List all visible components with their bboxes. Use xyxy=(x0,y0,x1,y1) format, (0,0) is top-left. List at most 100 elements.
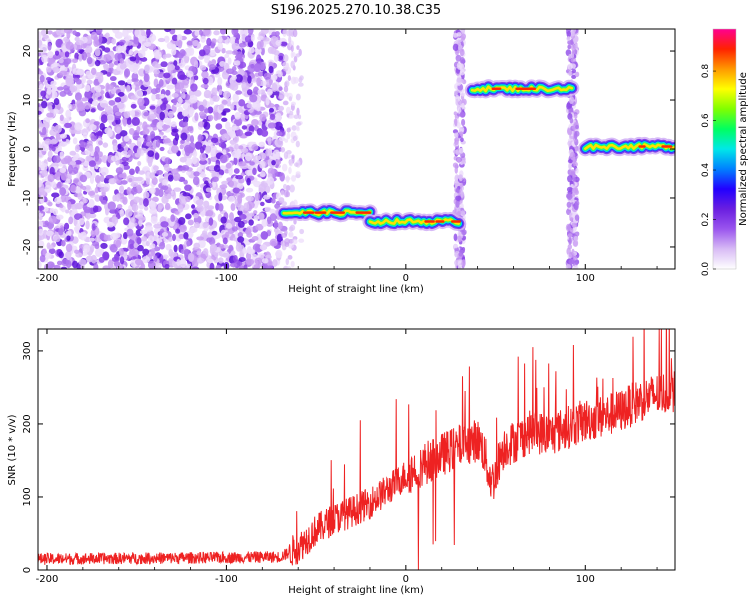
heatmap-cell xyxy=(259,171,266,178)
heatmap-cell xyxy=(126,118,132,125)
heatmap-cell xyxy=(249,94,258,103)
heatmap-cell xyxy=(47,173,55,183)
heatmap-cell xyxy=(279,41,288,47)
heatmap-cell xyxy=(238,161,247,167)
heatmap-cell xyxy=(567,244,573,250)
heatmap-cell xyxy=(574,131,578,140)
heatmap-cell xyxy=(236,182,244,190)
heatmap-cell xyxy=(217,76,223,86)
heatmap-cell xyxy=(65,75,74,85)
heatmap-cell xyxy=(259,113,267,122)
heatmap-cell xyxy=(163,72,171,79)
heatmap-cell xyxy=(72,30,77,36)
heatmap-cell xyxy=(147,235,155,244)
heatmap-cell xyxy=(58,228,64,236)
heatmap-cell xyxy=(230,103,235,111)
heatmap-cell xyxy=(200,35,206,43)
heatmap-cell xyxy=(289,110,294,116)
heatmap-cells xyxy=(38,29,675,269)
heatmap-cell xyxy=(149,201,156,209)
heatmap-cell xyxy=(123,217,130,226)
heatmap-cell xyxy=(171,34,179,42)
heatmap-cell xyxy=(151,176,158,186)
heatmap-cell xyxy=(298,114,302,120)
heatmap-cell xyxy=(262,37,270,42)
heatmap-cell xyxy=(103,63,109,72)
heatmap-cell xyxy=(224,53,230,59)
heatmap-cell xyxy=(137,161,142,166)
snr-panel: -200 -100 0 100 0 100 200 300 Height of straig… xyxy=(7,328,676,596)
heatmap-cell xyxy=(143,191,150,199)
heatmap-cell xyxy=(290,51,294,59)
heatmap-cell xyxy=(294,162,299,167)
heatmap-cell xyxy=(173,60,178,67)
heatmap-cell xyxy=(202,29,211,36)
heatmap-cell xyxy=(229,212,234,222)
heatmap-cell xyxy=(178,62,185,68)
heatmap-cell xyxy=(292,135,298,142)
heatmap-cell xyxy=(88,160,97,167)
heatmap-cell xyxy=(93,121,100,126)
heatmap-cell xyxy=(259,160,266,169)
heatmap-cell xyxy=(222,237,228,245)
heatmap-cell xyxy=(568,251,575,258)
heatmap-cell xyxy=(88,145,94,152)
heatmap-cell xyxy=(162,179,168,186)
heatmap-cell xyxy=(235,90,243,95)
heatmap-cell xyxy=(572,255,578,261)
heatmap-cell xyxy=(568,96,575,105)
heatmap-cell xyxy=(226,177,233,182)
heatmap-cell xyxy=(74,144,80,153)
y-tick-label: 10 xyxy=(22,94,33,107)
heatmap-cell xyxy=(275,139,284,148)
heatmap-cell xyxy=(60,172,68,181)
heatmap-cell xyxy=(129,168,135,176)
heatmap-cell xyxy=(118,247,124,256)
heatmap-cell xyxy=(146,29,151,37)
heatmap-cell xyxy=(41,54,48,63)
heatmap-cell xyxy=(57,86,64,91)
heatmap-cell xyxy=(82,132,88,139)
heatmap-cell xyxy=(184,56,190,64)
heatmap-cell xyxy=(191,156,198,165)
heatmap-cell xyxy=(219,243,225,249)
heatmap-cell xyxy=(90,108,96,113)
heatmap-cell xyxy=(159,111,165,121)
heatmap-cell xyxy=(69,161,77,166)
heatmap-cell xyxy=(245,195,254,202)
heatmap-cell xyxy=(455,188,460,194)
heatmap-cell xyxy=(227,180,235,188)
heatmap-cell xyxy=(60,240,66,247)
heatmap-cell xyxy=(40,90,47,97)
heatmap-cell xyxy=(59,70,68,76)
heatmap-cell xyxy=(154,50,162,60)
heatmap-cell xyxy=(69,150,77,156)
heatmap-cell xyxy=(569,30,575,37)
heatmap-cell xyxy=(278,91,285,100)
heatmap-cell xyxy=(202,77,209,85)
heatmap-cell xyxy=(67,164,74,174)
heatmap-cell xyxy=(46,261,55,269)
heatmap-cell xyxy=(202,99,208,107)
heatmap-cell xyxy=(273,227,279,233)
heatmap-cell xyxy=(222,149,227,155)
heatmap-cell xyxy=(121,156,129,162)
heatmap-cell xyxy=(85,52,91,58)
heatmap-cell xyxy=(235,175,244,180)
heatmap-cell xyxy=(84,84,91,92)
heatmap-cell xyxy=(188,142,196,151)
heatmap-cell xyxy=(461,118,466,127)
heatmap-cell xyxy=(42,34,49,39)
heatmap-cell xyxy=(156,83,161,91)
heatmap-cell xyxy=(44,220,49,226)
heatmap-cell xyxy=(79,141,88,148)
heatmap-cell xyxy=(74,92,82,101)
heatmap-cell xyxy=(237,232,244,238)
heatmap-cell xyxy=(210,42,215,49)
heatmap-cell xyxy=(112,142,119,152)
heatmap-cell xyxy=(275,39,282,46)
heatmap-cell xyxy=(281,163,288,172)
heatmap-cell xyxy=(240,147,249,153)
heatmap-cell xyxy=(133,37,140,45)
heatmap-cell xyxy=(271,31,277,37)
